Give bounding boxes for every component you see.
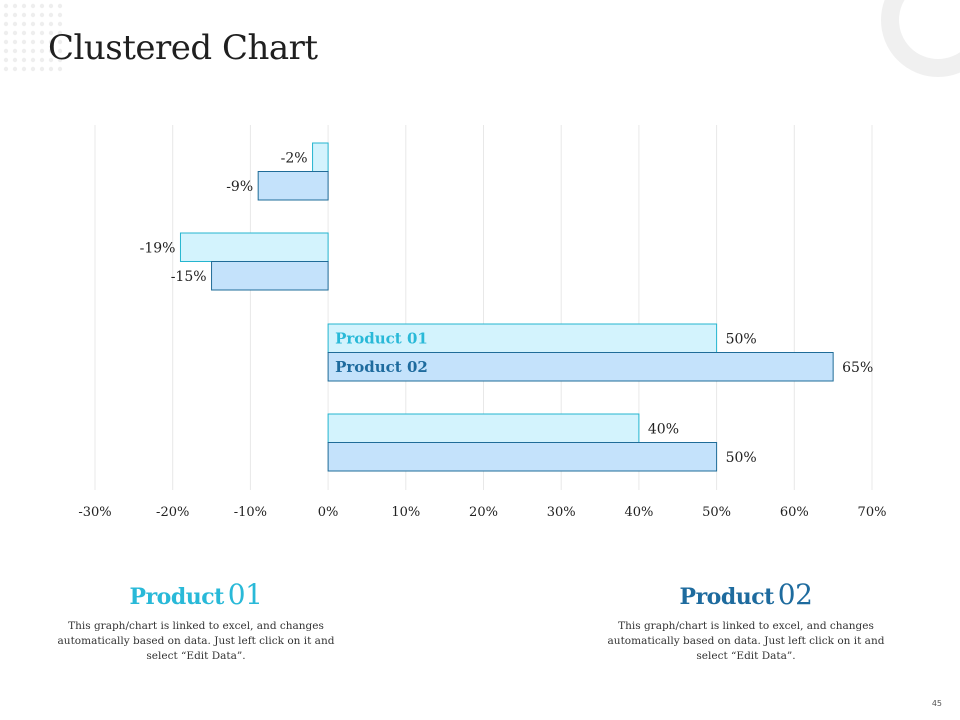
x-tick-label: 50% (702, 505, 731, 520)
bar-product-01[interactable] (327, 413, 640, 443)
product-01-legend-description: This graph/chart is linked to excel, and… (57, 620, 335, 662)
x-tick-label: -10% (234, 505, 267, 520)
x-tick-label: 70% (858, 505, 887, 520)
data-label: 65% (842, 360, 873, 376)
data-label: -9% (226, 179, 253, 195)
data-label: 40% (648, 421, 679, 437)
data-label: -15% (171, 269, 207, 285)
product-01-legend: Product 01 This graph/chart is linked to … (56, 578, 336, 664)
product-01-legend-title: Product 01 (56, 578, 336, 611)
legend-label-product-02: Product 02 (335, 358, 428, 376)
bar-product-01[interactable] (327, 323, 718, 353)
legend-label-product-01: Product 01 (335, 329, 428, 347)
data-label: 50% (726, 331, 757, 347)
data-label: -2% (281, 150, 308, 166)
page-title: Clustered Chart (48, 28, 318, 68)
x-tick-label: -30% (78, 505, 111, 520)
product-01-legend-name: Product (129, 584, 225, 610)
clustered-bar-chart[interactable]: -30% -20% -10% 0% 10% 20% 30% 40% 50% 60% 70% -2% -1… (0, 0, 960, 560)
product-01-legend-number: 01 (227, 578, 263, 611)
x-tick-label: 10% (391, 505, 420, 520)
bar-product-02[interactable] (211, 261, 329, 291)
x-tick-label: 60% (780, 505, 809, 520)
x-tick-label: 30% (547, 505, 576, 520)
bar-product-01[interactable] (179, 232, 329, 262)
bar-product-02[interactable] (327, 352, 834, 382)
product-02-legend: Product 02 This graph/chart is linked to … (606, 578, 886, 664)
bar-product-02[interactable] (327, 442, 718, 472)
x-tick-label: 0% (318, 505, 339, 520)
bar-product-01[interactable] (312, 142, 329, 172)
x-tick-label: 20% (469, 505, 498, 520)
x-tick-label: 40% (624, 505, 653, 520)
decorative-ring (881, 0, 960, 77)
decorative-dot-grid (3, 3, 63, 72)
product-02-legend-name: Product (679, 584, 775, 610)
data-label: 50% (726, 450, 757, 466)
product-02-legend-number: 02 (777, 578, 813, 611)
data-label: -19% (140, 240, 176, 256)
product-02-legend-description: This graph/chart is linked to excel, and… (607, 620, 885, 662)
bar-product-02[interactable] (257, 171, 329, 201)
page-number: 45 (931, 699, 942, 708)
x-tick-label: -20% (156, 505, 189, 520)
product-02-legend-title: Product 02 (606, 578, 886, 611)
